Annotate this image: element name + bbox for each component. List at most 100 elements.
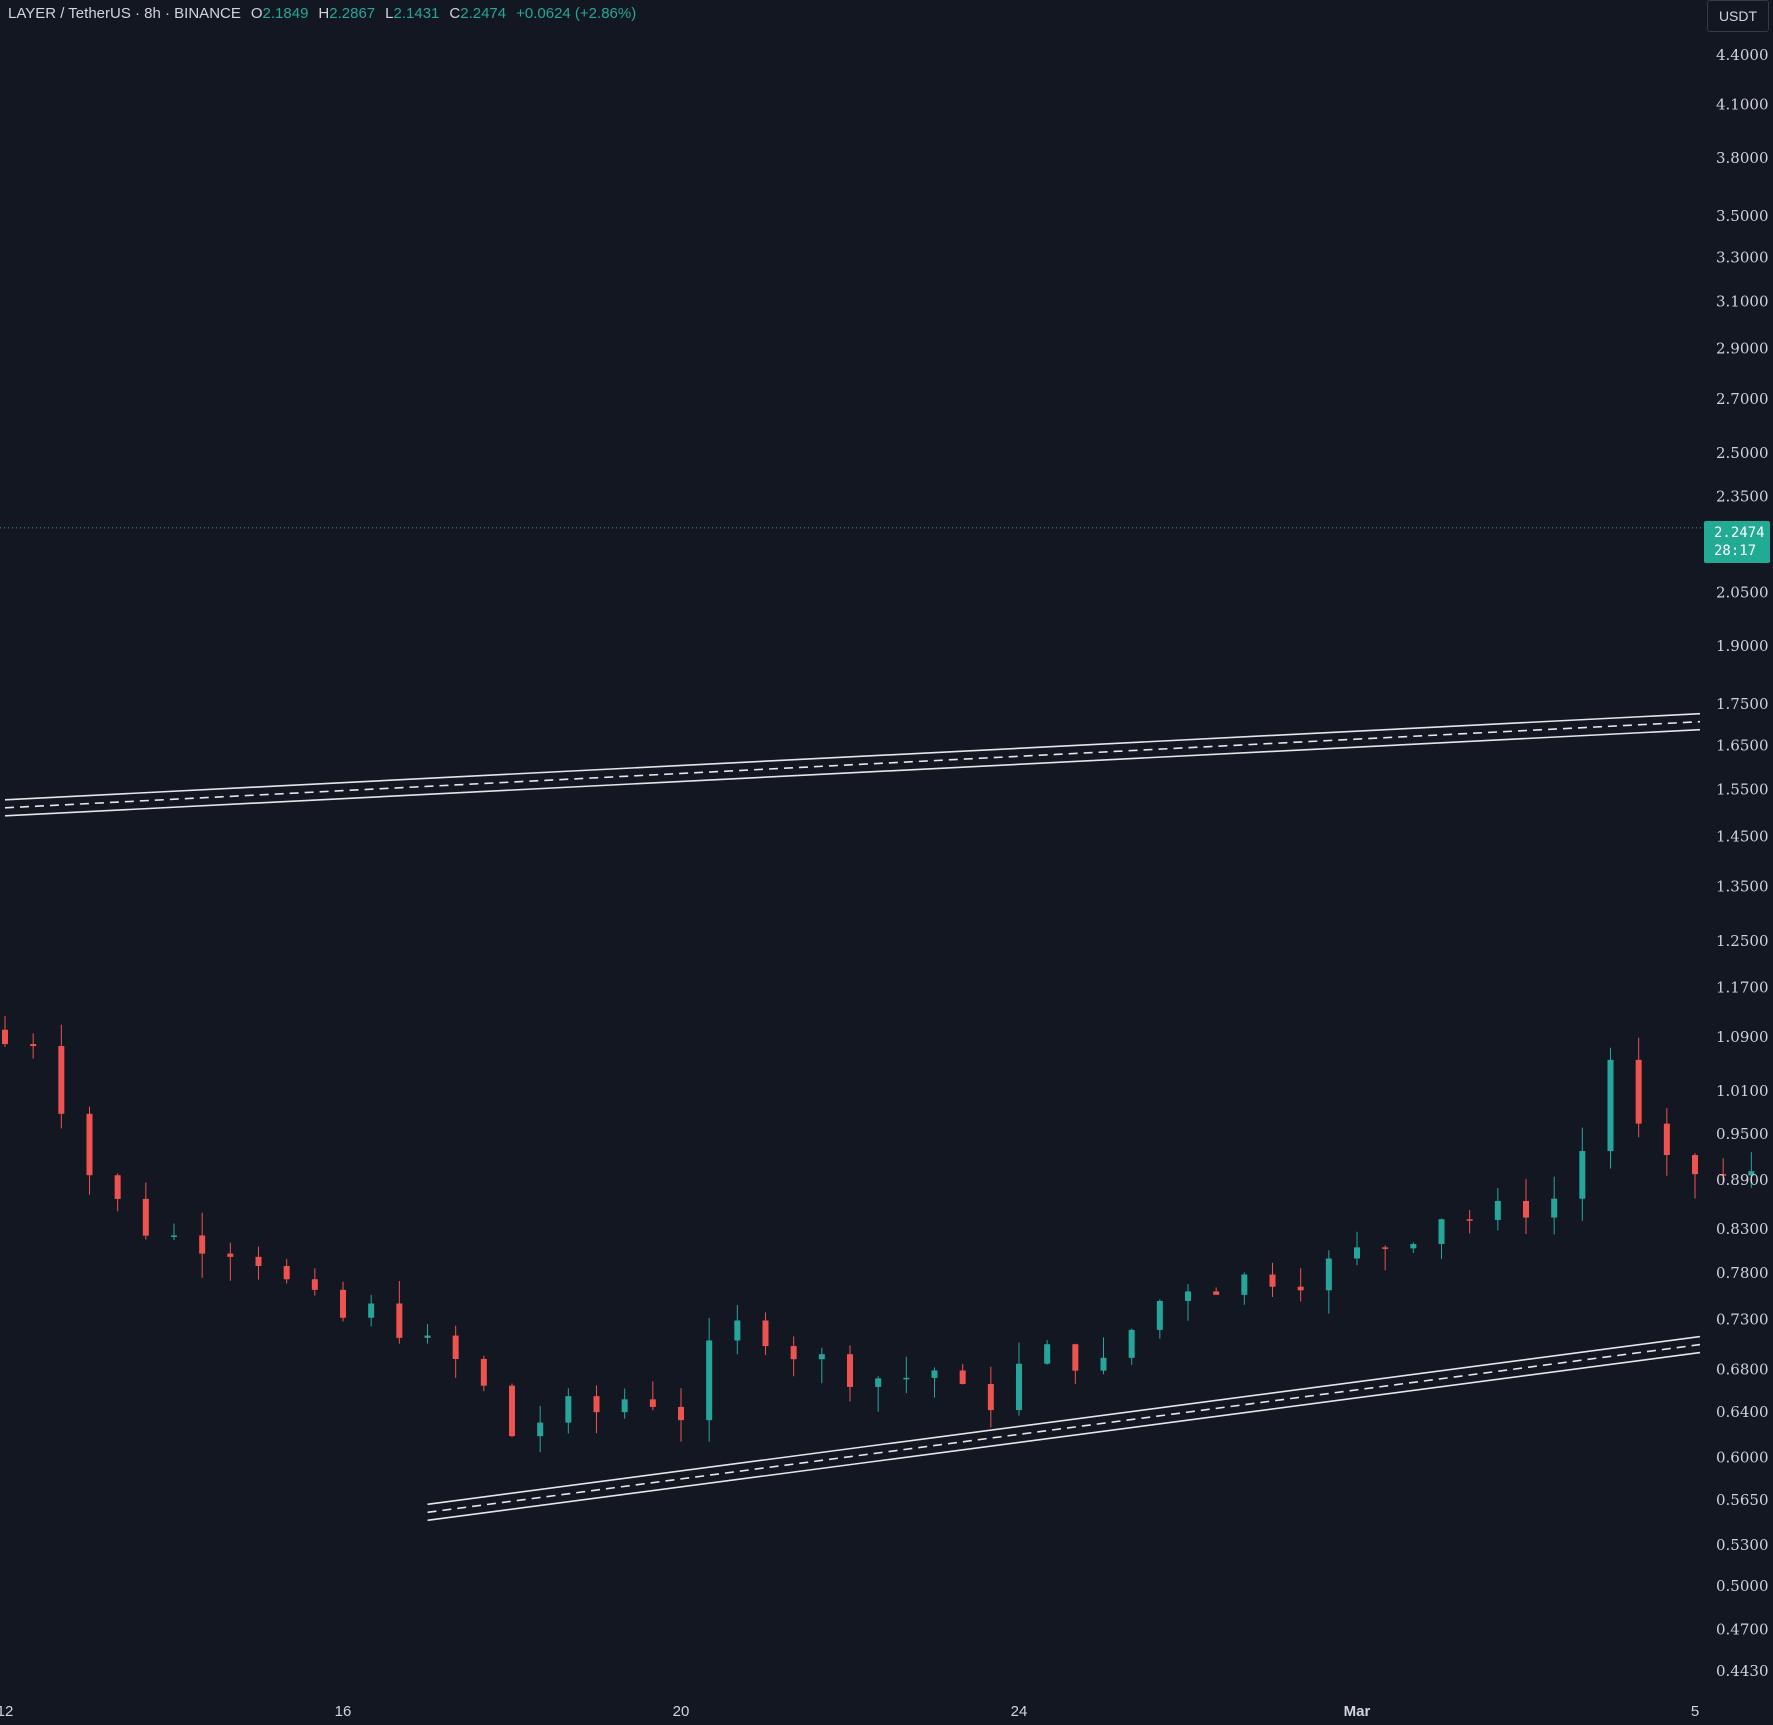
y-tick-label: 1.5500 <box>1716 780 1769 798</box>
candle-body <box>114 1175 121 1199</box>
candle-body <box>283 1265 290 1280</box>
candle-body <box>58 1046 65 1114</box>
y-tick-label: 3.5000 <box>1716 207 1769 225</box>
candle-body <box>255 1256 262 1266</box>
last-price-value: 2.2474 <box>1714 525 1765 541</box>
high-label: H <box>318 5 330 22</box>
candle-body <box>1663 1123 1670 1156</box>
candle-body <box>30 1044 37 1047</box>
candle-body <box>311 1279 318 1290</box>
y-tick-label: 0.6800 <box>1716 1360 1769 1378</box>
candle-body <box>2 1029 8 1045</box>
candle-body <box>1297 1286 1304 1291</box>
candle-body <box>368 1303 375 1318</box>
y-tick-label: 0.7800 <box>1716 1264 1769 1282</box>
candle-body <box>1044 1344 1051 1364</box>
candle-body <box>1748 1171 1755 1176</box>
candle-body <box>1241 1274 1248 1295</box>
currency-button[interactable]: USDT <box>1707 0 1769 32</box>
y-tick-label: 2.5000 <box>1716 444 1769 462</box>
candle-body <box>1410 1243 1417 1249</box>
y-tick-label: 1.3500 <box>1716 878 1769 896</box>
candle-body <box>593 1396 600 1413</box>
low-value: 2.1431 <box>393 5 440 22</box>
candle-body <box>1156 1300 1163 1330</box>
candle-body <box>1325 1258 1332 1291</box>
y-tick-label: 1.6500 <box>1716 736 1769 754</box>
candle-body <box>227 1253 234 1257</box>
y-tick-label: 3.1000 <box>1716 293 1769 311</box>
candle-body <box>678 1406 684 1421</box>
y-tick-label: 1.7500 <box>1716 695 1769 713</box>
candle-body <box>1100 1357 1107 1371</box>
candle-body <box>1466 1219 1473 1221</box>
x-tick-label: 5 <box>1691 1703 1699 1720</box>
candle-body <box>480 1358 487 1386</box>
axis-layer: 4.4000 4.1000 3.8000 3.5000 3.3000 3.1000 2.90… <box>0 46 1769 1720</box>
trendline-upper <box>4 712 1701 801</box>
last-price-badge: 2.2474 28:17 <box>1704 521 1770 563</box>
candle-body <box>86 1113 93 1176</box>
y-tick-label: 2.7000 <box>1716 390 1769 408</box>
x-tick-label: 20 <box>673 1703 690 1720</box>
candle-body <box>509 1385 515 1437</box>
candle-body <box>1494 1200 1501 1220</box>
candle-body <box>142 1198 149 1236</box>
y-tick-label: 1.0100 <box>1716 1082 1769 1100</box>
y-tick-label: 0.8900 <box>1716 1171 1769 1189</box>
y-tick-label: 2.3500 <box>1716 487 1769 505</box>
y-tick-label: 1.9000 <box>1716 637 1769 655</box>
candle-body <box>1072 1344 1079 1371</box>
low-label: L <box>385 5 394 22</box>
x-tick-label: 16 <box>335 1703 352 1720</box>
y-tick-label: 1.0900 <box>1716 1028 1769 1046</box>
candle-body <box>340 1289 346 1318</box>
y-tick-label: 2.9000 <box>1716 339 1769 357</box>
candle-body <box>424 1335 431 1338</box>
candle-body <box>931 1370 938 1378</box>
y-tick-label: 0.5300 <box>1716 1536 1769 1554</box>
candle-body <box>1185 1291 1191 1301</box>
y-tick-label: 0.7300 <box>1716 1310 1769 1328</box>
x-tick-label: 12 <box>0 1703 13 1720</box>
change-value: +0.0624 (+2.86%) <box>516 5 637 22</box>
candle-body <box>706 1340 713 1421</box>
high-value: 2.2867 <box>329 5 376 22</box>
candle-body <box>1438 1219 1445 1244</box>
candle-body <box>790 1346 797 1360</box>
candle-body <box>1692 1155 1698 1175</box>
candle-body <box>565 1396 572 1423</box>
x-tick-label: Mar <box>1344 1703 1371 1720</box>
candle-body <box>762 1320 769 1347</box>
candle-body <box>621 1399 628 1413</box>
y-tick-label: 4.4000 <box>1716 46 1769 64</box>
y-tick-label: 1.2500 <box>1716 932 1769 950</box>
trendlines-layer <box>4 712 1701 1522</box>
chart-header: LAYER / TetherUS · 8h · BINANCE O 2.1849… <box>8 5 646 22</box>
bar-countdown: 28:17 <box>1714 543 1757 559</box>
trendline-upper <box>4 720 1701 809</box>
candle-body <box>1720 1174 1727 1176</box>
y-tick-label: 3.3000 <box>1716 248 1769 266</box>
candle-body <box>1269 1274 1276 1287</box>
candle-body <box>1128 1329 1135 1358</box>
candle-body <box>1579 1151 1586 1199</box>
candle-body <box>396 1303 403 1338</box>
candle-body <box>1016 1363 1022 1411</box>
y-tick-label: 4.1000 <box>1716 96 1769 114</box>
symbol-title[interactable]: LAYER / TetherUS · 8h · BINANCE <box>8 5 241 22</box>
trendline-upper <box>4 728 1701 817</box>
candle-body <box>1607 1059 1614 1152</box>
y-tick-label: 0.9500 <box>1716 1125 1769 1143</box>
trendline-lower <box>427 1351 1701 1522</box>
y-tick-label: 2.0500 <box>1716 584 1769 602</box>
y-tick-label: 0.4430 <box>1716 1662 1769 1680</box>
y-tick-label: 0.4700 <box>1716 1620 1769 1638</box>
y-tick-label: 1.1700 <box>1716 978 1769 996</box>
y-tick-label: 1.4500 <box>1716 827 1769 845</box>
open-label: O <box>250 5 263 22</box>
y-tick-label: 0.8300 <box>1716 1220 1769 1238</box>
candle-body <box>1382 1247 1389 1249</box>
candle-body <box>903 1377 910 1380</box>
